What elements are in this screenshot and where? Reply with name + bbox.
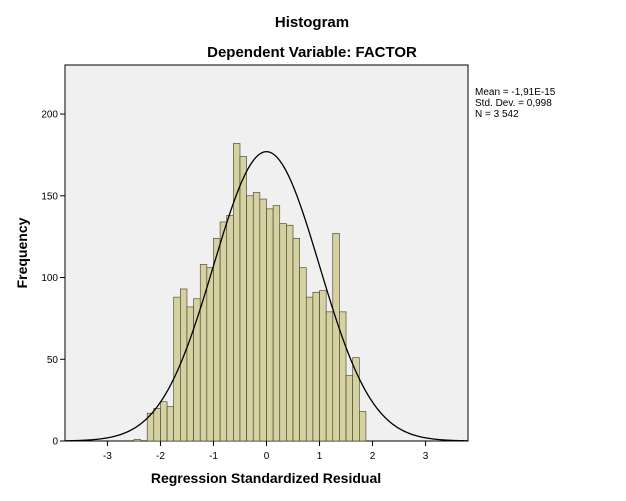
histogram-bar [319, 290, 327, 442]
y-tick-label: 200 [41, 110, 58, 121]
y-tick-label: 100 [41, 273, 58, 284]
histogram-bar [252, 192, 261, 442]
histogram-bar [180, 288, 188, 442]
y-axis-title: Frequency [14, 217, 30, 288]
y-tick-label: 0 [52, 437, 58, 448]
histogram-bar [259, 198, 267, 442]
histogram-bar [226, 215, 234, 442]
chart-title: Histogram [275, 14, 349, 31]
histogram-bar [292, 237, 300, 442]
histogram-bar [286, 224, 294, 442]
histogram-bar [332, 233, 340, 442]
chart-subtitle: Dependent Variable: FACTOR [207, 44, 417, 61]
histogram-bar [299, 267, 307, 442]
histogram-bar [279, 223, 287, 442]
x-axis-title: Regression Standardized Residual [151, 470, 381, 486]
stat-mean: Mean = -1,91E-15 [475, 87, 556, 98]
histogram-bar [239, 156, 247, 442]
stat-std-dev: Std. Dev. = 0,998 [475, 98, 552, 109]
histogram-bar [186, 306, 194, 442]
histogram-bar [325, 311, 334, 442]
histogram-bar [153, 407, 161, 442]
y-tick-label: 50 [47, 355, 59, 366]
histogram-bar [272, 205, 281, 442]
histogram-bar [352, 357, 360, 442]
axes-layer: -3 -2 -1 0 1 2 3 0 50 100 150 200 [41, 110, 428, 462]
histogram-bar [160, 401, 168, 442]
x-tick-label: -2 [156, 451, 165, 462]
histogram-bar [246, 195, 254, 442]
histogram-bar [219, 221, 228, 442]
bars-layer [133, 143, 367, 442]
stat-n: N = 3 542 [475, 109, 519, 120]
histogram-bar [213, 237, 221, 442]
x-tick-label: 1 [317, 451, 323, 462]
histogram-bar [133, 439, 141, 442]
y-tick-label: 150 [41, 191, 58, 202]
x-tick-label: 0 [264, 451, 270, 462]
x-tick-label: 3 [423, 451, 429, 462]
histogram-bar [166, 406, 175, 442]
histogram-bar [345, 375, 353, 442]
histogram-bar [358, 411, 367, 442]
histogram-bar [266, 208, 274, 442]
x-tick-label: -1 [209, 451, 218, 462]
x-tick-label: 2 [370, 451, 376, 462]
x-tick-label: -3 [103, 451, 112, 462]
histogram-bar [305, 296, 314, 442]
histogram-bar [206, 267, 214, 442]
histogram-bar [173, 296, 181, 442]
normal-curve [64, 151, 469, 442]
histogram-bar [312, 291, 320, 442]
